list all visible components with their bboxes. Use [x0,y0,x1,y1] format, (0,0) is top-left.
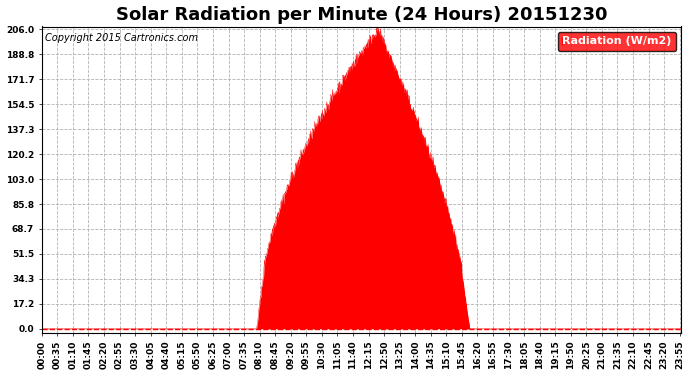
Legend: Radiation (W/m2): Radiation (W/m2) [558,32,676,51]
Title: Solar Radiation per Minute (24 Hours) 20151230: Solar Radiation per Minute (24 Hours) 20… [116,6,607,24]
Text: Copyright 2015 Cartronics.com: Copyright 2015 Cartronics.com [45,33,198,43]
